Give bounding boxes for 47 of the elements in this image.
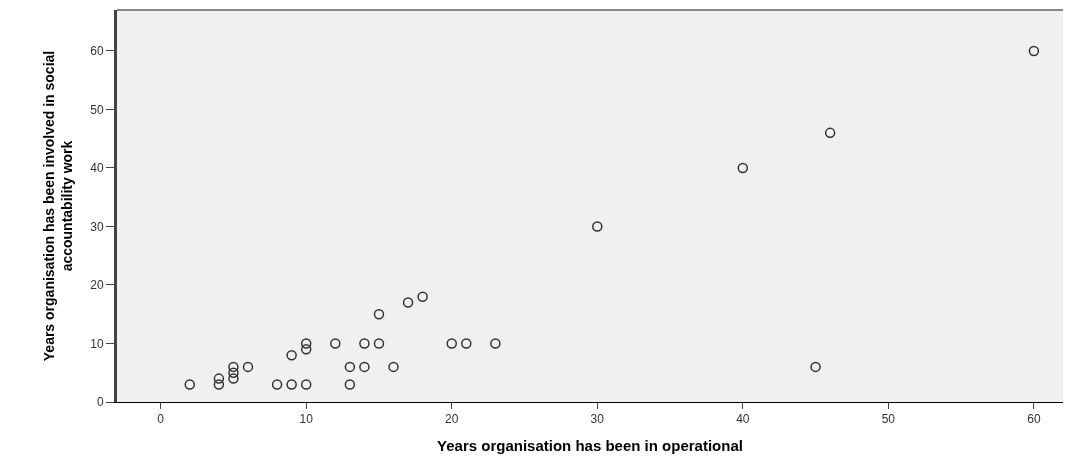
point — [344, 361, 356, 373]
point — [402, 297, 414, 308]
x-tick-label: 20 — [445, 412, 459, 427]
x-tick-label: 30 — [590, 412, 605, 427]
point — [592, 221, 603, 232]
point — [228, 361, 239, 373]
x-axis-title: Years organisation has been in operational — [437, 437, 743, 455]
point — [446, 338, 457, 349]
point — [490, 338, 501, 349]
point — [388, 361, 399, 373]
point — [228, 367, 239, 378]
y-tick-label: 10 — [90, 336, 104, 351]
x-tick-label: 10 — [299, 412, 314, 427]
x-tick-label: 40 — [736, 412, 750, 427]
point — [810, 361, 821, 373]
y-tick-label: 0 — [96, 395, 104, 410]
point — [300, 338, 312, 349]
y-tick-label: 20 — [90, 278, 104, 293]
x-tick-label: 0 — [157, 412, 165, 427]
point — [242, 361, 254, 373]
point — [184, 379, 196, 390]
x-tick-label: 50 — [881, 412, 896, 427]
point — [330, 338, 341, 349]
point — [213, 373, 225, 384]
y-tick-label: 60 — [90, 44, 104, 59]
point — [344, 379, 356, 390]
point — [271, 379, 283, 390]
point — [373, 338, 385, 349]
point — [359, 361, 370, 373]
point — [213, 379, 225, 390]
point — [737, 162, 749, 174]
y-axis-title: Years organisation has been involved in social accountability work — [40, 50, 75, 362]
point — [373, 308, 385, 320]
point — [300, 344, 312, 355]
y-tick-label: 50 — [90, 102, 104, 117]
point — [417, 291, 428, 302]
point — [461, 338, 472, 349]
point — [300, 379, 312, 390]
point — [228, 373, 239, 384]
point — [824, 127, 836, 139]
x-tick-label: 60 — [1027, 412, 1041, 427]
point — [359, 338, 370, 349]
point — [286, 379, 297, 390]
y-tick-label: 40 — [90, 161, 104, 176]
point — [1028, 45, 1040, 57]
point — [286, 349, 297, 361]
y-tick-label: 30 — [90, 219, 104, 234]
